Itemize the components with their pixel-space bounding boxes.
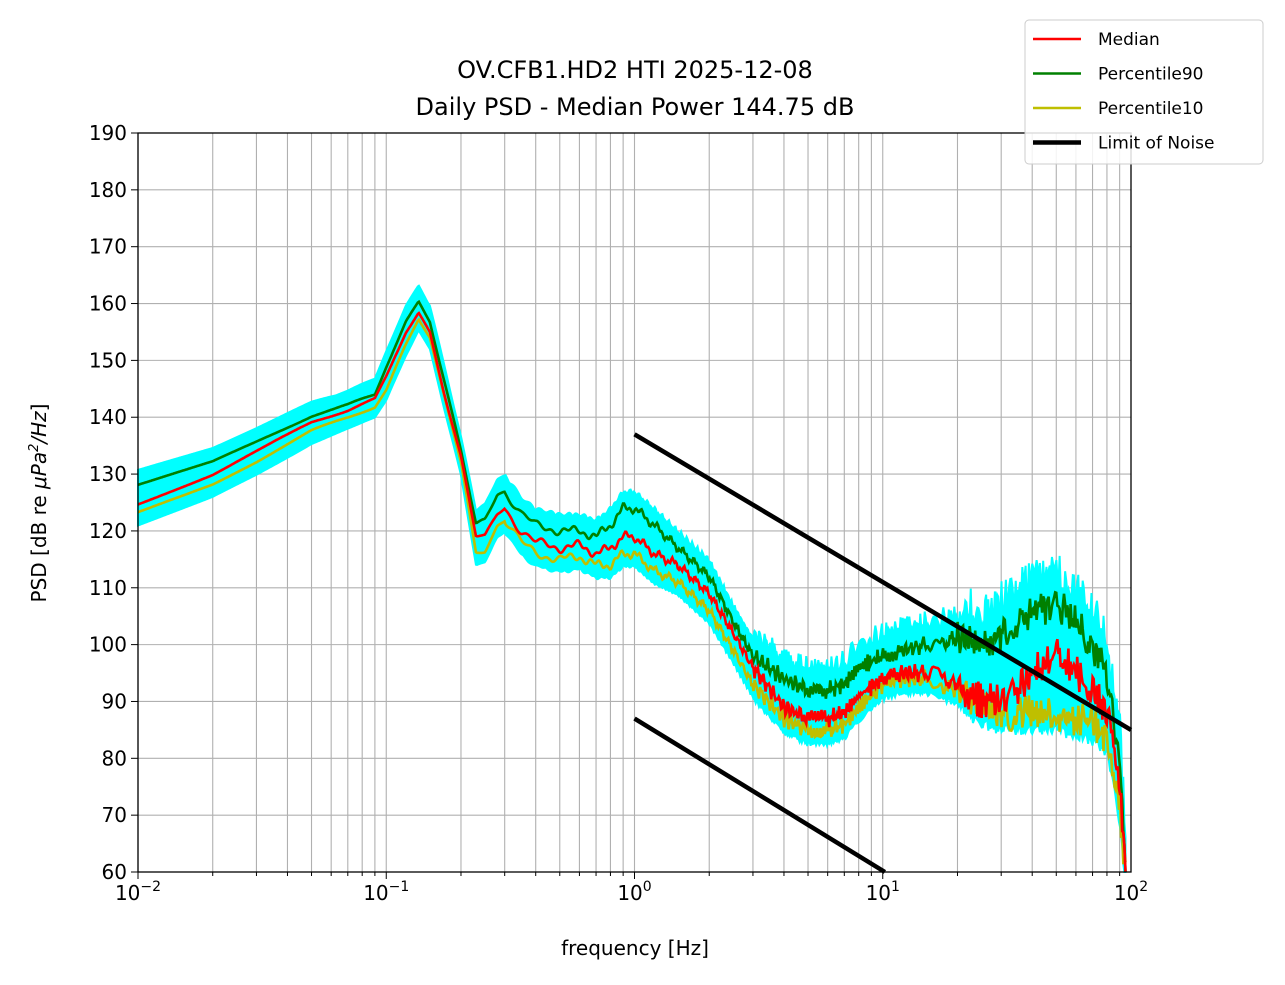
chart-title-line1: OV.CFB1.HD2 HTI 2025-12-08 [457,56,813,84]
chart-title-line2: Daily PSD - Median Power 144.75 dB [416,93,855,121]
limit-of-noise-line [633,432,1133,732]
y-tick-label: 80 [102,746,127,770]
x-axis-label: frequency [Hz] [561,936,709,960]
y-tick-label: 170 [89,235,127,259]
limit-of-noise-line [633,716,887,874]
y-tick-label: 130 [89,462,127,486]
grid [137,132,1131,873]
y-tick-label: 180 [89,178,127,202]
x-tick-label: 101 [866,879,900,905]
legend-label: Median [1098,30,1160,50]
legend-label: Percentile10 [1098,99,1204,119]
y-tick-label: 140 [89,405,127,429]
legend-box [1024,19,1264,165]
envelope-band [137,284,1127,873]
series-median [137,311,1127,873]
ticks: 10−2 10−1 100 101 102 60 70 80 90 100 110 120 130 140… [89,121,1148,905]
x-tick-label: 10−1 [363,879,409,905]
min-max-envelope [137,284,1127,873]
y-tick-label: 110 [89,576,127,600]
series-lines [137,299,1133,874]
series-percentile90 [137,299,1127,873]
x-tick-label: 100 [617,879,651,905]
y-tick-label: 90 [102,689,127,713]
x-tick-label: 102 [1114,879,1148,905]
legend-label: Percentile90 [1098,65,1204,85]
legend: Median Percentile90 Percentile10 Limit of N… [1024,19,1264,165]
y-tick-label: 190 [89,121,127,145]
y-tick-label: 70 [102,803,127,827]
y-axis-label: PSD [dB re μPa2/Hz] [27,404,51,603]
y-tick-label: 160 [89,292,127,316]
y-tick-label: 100 [89,633,127,657]
series-percentile10 [137,317,1127,865]
y-tick-label: 120 [89,519,127,543]
legend-label: Limit of Noise [1098,134,1215,154]
y-tick-label: 150 [89,348,127,372]
x-tick-label: 10−2 [115,879,161,905]
y-tick-label: 60 [102,860,127,884]
